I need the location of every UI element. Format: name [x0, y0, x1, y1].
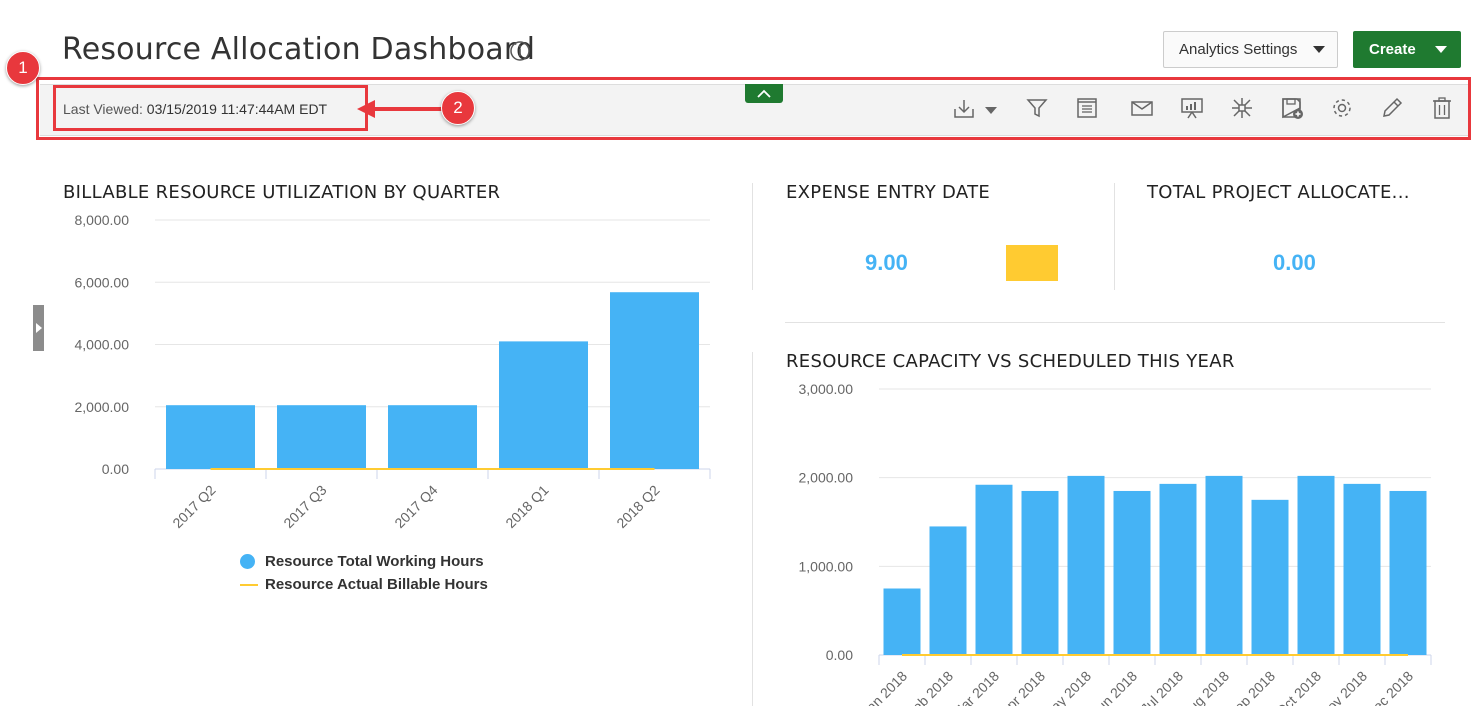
x-tick-label: 2017 Q4	[391, 482, 440, 531]
x-tick-label: Mar 2018	[949, 668, 1002, 706]
billable-chart-title: BILLABLE RESOURCE UTILIZATION BY QUARTER	[63, 182, 501, 203]
panel-divider	[785, 322, 1445, 323]
x-tick-label: 2017 Q3	[280, 482, 329, 531]
expense-entry-date-value: 9.00	[865, 250, 908, 275]
delete-icon[interactable]	[1430, 96, 1454, 120]
legend-label: Resource Actual Billable Hours	[265, 576, 488, 593]
y-tick-label: 3,000.00	[799, 381, 854, 397]
create-button[interactable]: Create	[1353, 31, 1461, 68]
x-tick-label: 2018 Q2	[613, 482, 662, 531]
x-tick-label: Nov 2018	[1316, 668, 1370, 706]
x-tick-label: Jan 2018	[858, 668, 910, 706]
last-viewed: Last Viewed: 03/15/2019 11:47:44AM EDT	[63, 101, 327, 117]
x-tick-label: 2018 Q1	[502, 482, 551, 531]
annotation-badge-1: 1	[6, 51, 40, 85]
chevron-right-icon	[35, 323, 42, 333]
y-tick-label: 2,000.00	[75, 399, 130, 415]
bar	[1113, 490, 1151, 655]
annotation-highlight-last-viewed	[53, 85, 368, 131]
expense-entry-date-title: EXPENSE ENTRY DATE	[786, 182, 991, 203]
bar	[1021, 490, 1059, 655]
kpi-color-indicator	[1006, 245, 1058, 281]
x-tick-label: 2017 Q2	[169, 482, 218, 531]
filter-icon[interactable]	[1025, 96, 1049, 120]
analytics-settings-label: Analytics Settings	[1179, 41, 1298, 58]
x-tick-label: Jun 2018	[1088, 668, 1140, 706]
y-tick-label: 0.00	[102, 461, 129, 477]
collapse-toolbar-button[interactable]	[745, 84, 783, 103]
legend-item-actual-billable-hours[interactable]: Resource Actual Billable Hours	[240, 573, 488, 596]
x-tick-label: Feb 2018	[903, 668, 956, 706]
x-tick-label: Jul 2018	[1137, 668, 1186, 706]
bar	[975, 484, 1013, 655]
email-icon[interactable]	[1130, 96, 1154, 120]
create-label: Create	[1369, 41, 1416, 58]
layout-icon[interactable]	[1230, 96, 1254, 120]
analytics-settings-button[interactable]: Analytics Settings	[1163, 31, 1338, 68]
legend-marker-line-icon	[240, 583, 258, 586]
panel-divider	[1114, 183, 1115, 290]
bar	[388, 405, 477, 469]
last-viewed-value: 03/15/2019 11:47:44AM EDT	[146, 101, 328, 117]
last-viewed-label: Last Viewed:	[63, 101, 143, 117]
y-tick-label: 4,000.00	[75, 337, 130, 353]
capacity-vs-scheduled-chart: 0.00 1,000.00 2,000.00 3,000.00 Jan 2018Feb …	[799, 381, 1432, 706]
bar	[883, 588, 921, 655]
x-tick-label: May 2018	[1039, 668, 1094, 706]
bar	[166, 405, 255, 469]
total-project-allocated-title: TOTAL PROJECT ALLOCATE...	[1147, 182, 1410, 203]
page-title: Resource Allocation Dashboard	[62, 32, 536, 67]
bar	[1343, 483, 1381, 655]
annotation-highlight-toolbar	[36, 77, 1471, 140]
download-icon[interactable]	[952, 96, 976, 120]
bar	[1205, 475, 1243, 655]
x-tick-label: Apr 2018	[997, 668, 1049, 706]
x-tick-label: Oct 2018	[1273, 668, 1325, 706]
y-tick-label: 0.00	[826, 647, 853, 663]
bar	[1159, 483, 1197, 655]
notes-icon[interactable]	[1075, 96, 1099, 120]
total-project-allocated-value: 0.00	[1273, 250, 1316, 275]
bar	[499, 341, 588, 469]
legend-label: Resource Total Working Hours	[265, 553, 484, 570]
y-tick-label: 2,000.00	[799, 470, 854, 486]
settings-icon[interactable]	[1330, 96, 1354, 120]
y-tick-label: 6,000.00	[75, 274, 130, 290]
save-as-icon[interactable]	[1280, 96, 1304, 120]
annotation-arrow-icon	[357, 100, 445, 118]
info-icon[interactable]	[509, 40, 531, 62]
download-dropdown-icon[interactable]	[985, 107, 997, 114]
x-tick-label: Sep 2018	[1224, 668, 1278, 706]
y-tick-label: 8,000.00	[75, 212, 130, 228]
capacity-chart-title: RESOURCE CAPACITY VS SCHEDULED THIS YEAR	[786, 351, 1235, 372]
bar	[929, 526, 967, 655]
billable-utilization-chart: 0.00 2,000.00 4,000.00 6,000.00 8,000.00 2017…	[75, 212, 711, 531]
annotation-badge-2: 2	[441, 91, 475, 125]
bar	[1297, 475, 1335, 655]
bar	[1067, 475, 1105, 655]
legend-item-total-working-hours[interactable]: Resource Total Working Hours	[240, 550, 488, 573]
panel-divider	[752, 183, 753, 290]
bar	[1251, 499, 1289, 655]
bar	[1389, 490, 1427, 655]
panel-divider	[752, 352, 753, 706]
x-tick-label: Dec 2018	[1362, 668, 1416, 706]
y-tick-label: 1,000.00	[799, 558, 854, 574]
legend-marker-bar-icon	[240, 554, 255, 569]
chevron-down-icon	[1313, 46, 1325, 53]
presentation-icon[interactable]	[1180, 96, 1204, 120]
side-panel-toggle[interactable]	[33, 305, 44, 351]
chart-legend: Resource Total Working Hours Resource Ac…	[240, 550, 488, 596]
edit-icon[interactable]	[1380, 96, 1404, 120]
x-tick-label: Aug 2018	[1178, 668, 1232, 706]
chevron-down-icon	[1435, 46, 1447, 53]
bar	[610, 292, 699, 469]
bar	[277, 405, 366, 469]
chevron-up-icon	[757, 89, 771, 98]
